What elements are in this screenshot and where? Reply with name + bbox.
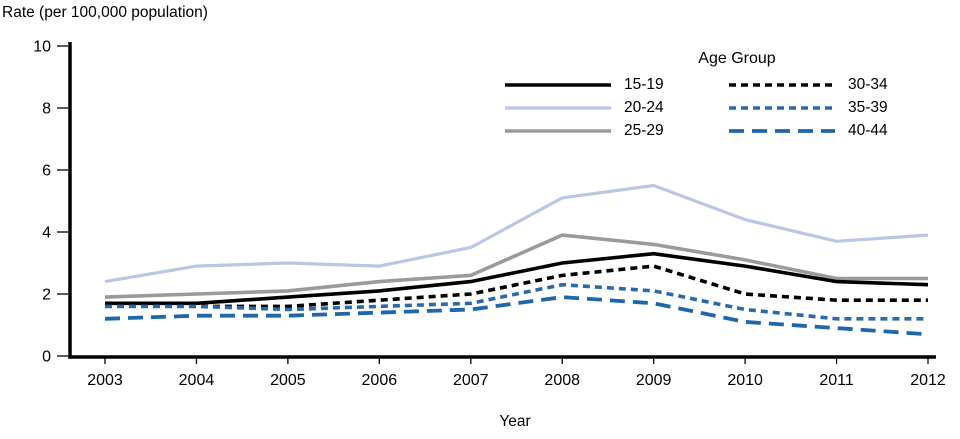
legend-swatch-40-44: [729, 129, 835, 133]
y-tick-label: 6: [42, 163, 51, 180]
legend: Age Group 15-19 20-24 25-29 30-34 35-39 40-44: [505, 50, 925, 140]
legend-row: 20-24: [505, 99, 701, 117]
x-tick-label: 2004: [179, 372, 215, 389]
legend-column: 30-34 35-39 40-44: [729, 76, 925, 140]
legend-label: 25-29: [624, 122, 664, 139]
x-axis-title: Year: [499, 413, 531, 430]
y-tick-label: 10: [33, 39, 51, 56]
series-line-20-24: [104, 183, 929, 284]
series-line-25-29: [104, 233, 928, 299]
legend-swatch-15-19: [505, 83, 611, 87]
y-tick-label: 8: [42, 101, 51, 118]
y-tick-label: 0: [42, 349, 51, 366]
y-axis-title: Rate (per 100,000 population): [2, 4, 208, 21]
legend-title: Age Group: [698, 50, 776, 67]
legend-row: 25-29: [505, 122, 701, 140]
legend-row: 30-34: [729, 76, 925, 94]
x-tick-label: 2011: [819, 372, 854, 389]
y-tick-label: 4: [42, 225, 51, 242]
x-tick-label: 2010: [727, 372, 763, 389]
y-tick-label: 2: [42, 287, 51, 304]
legend-columns: 15-19 20-24 25-29 30-34 35-39 40-44: [505, 76, 925, 140]
legend-swatch-20-24: [505, 106, 611, 110]
legend-column: 15-19 20-24 25-29: [505, 76, 701, 140]
legend-swatch-25-29: [505, 129, 611, 133]
series-line-35-39: [105, 282, 928, 321]
x-tick-label: 2003: [87, 372, 123, 389]
legend-label: 35-39: [848, 99, 888, 116]
legend-row: 40-44: [729, 122, 925, 140]
legend-label: 15-19: [624, 76, 664, 93]
x-tick-label: 2009: [636, 372, 672, 389]
legend-label: 20-24: [624, 99, 664, 116]
x-tick-label: 2008: [544, 372, 580, 389]
legend-label: 40-44: [848, 122, 888, 139]
legend-swatch-35-39: [729, 106, 835, 110]
legend-swatch-30-34: [729, 83, 835, 87]
legend-row: 15-19: [505, 76, 701, 94]
x-tick-label: 2006: [362, 372, 398, 389]
x-tick-label: 2007: [453, 372, 489, 389]
legend-row: 35-39: [729, 99, 925, 117]
series-line-15-19: [105, 251, 929, 306]
x-tick-label: 2005: [270, 372, 306, 389]
legend-label: 30-34: [848, 76, 888, 93]
x-tick-label: 2012: [910, 372, 946, 389]
